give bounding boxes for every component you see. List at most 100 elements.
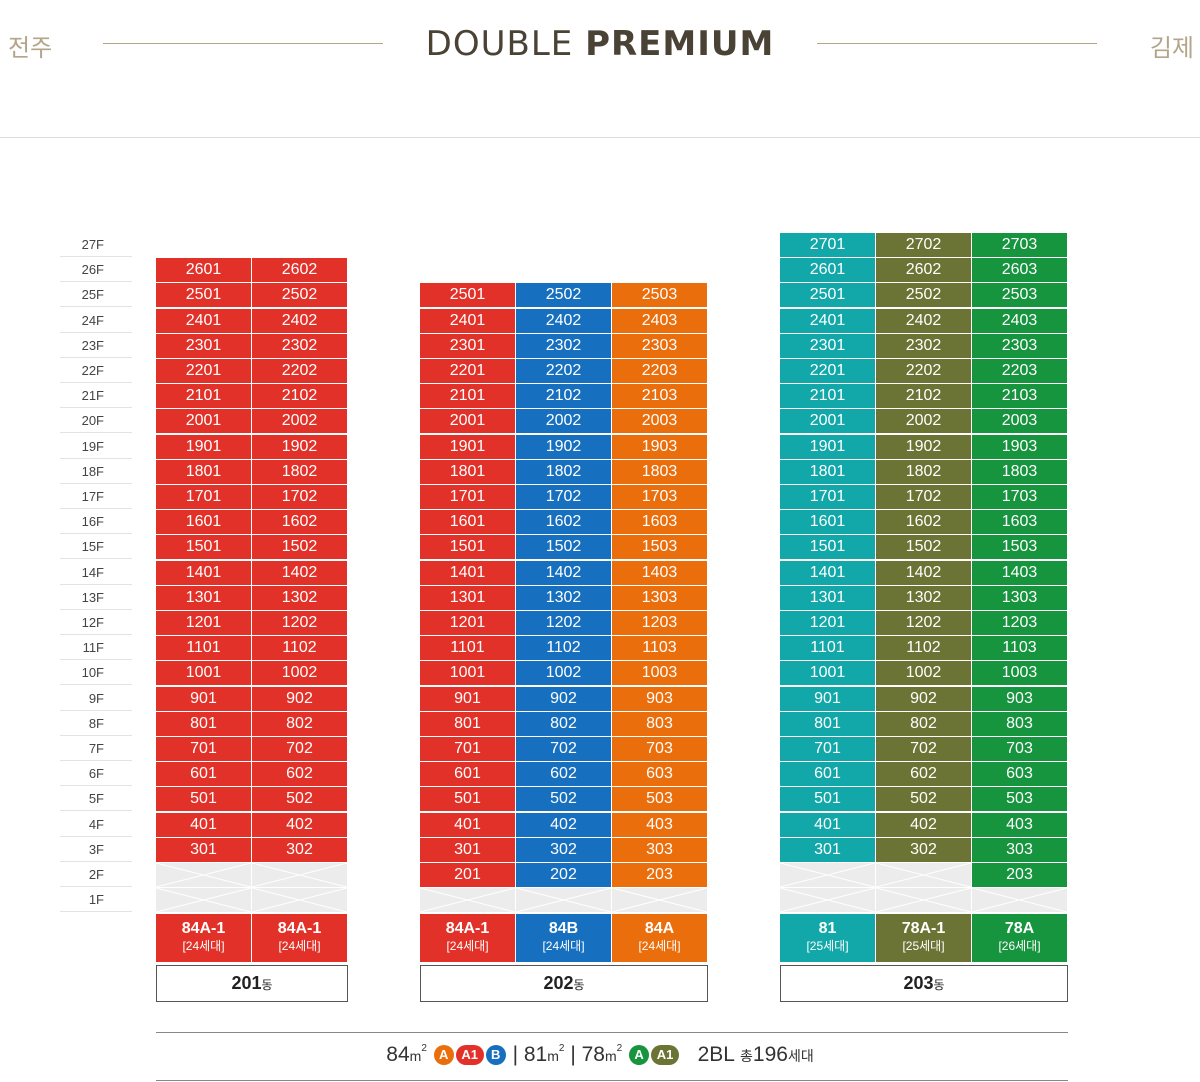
- unit-cell: 1001: [420, 661, 515, 686]
- floor-label: 21F: [60, 383, 132, 409]
- building-label: 201동: [156, 965, 348, 1002]
- unit-cell: 1501: [156, 535, 251, 560]
- unit-type-count: [24세대]: [278, 939, 321, 953]
- unit-cell: 1601: [420, 510, 515, 535]
- unit-cell: 2101: [420, 384, 515, 409]
- unit-cell: 2102: [876, 384, 971, 409]
- legend-84-unit: m: [409, 1048, 422, 1064]
- unit-cell: 502: [876, 787, 971, 812]
- unit-cell: 2103: [612, 384, 707, 409]
- unit-cell: 1203: [972, 611, 1067, 635]
- unit-cell: 901: [420, 686, 515, 711]
- unit-type-label: 84A-1 [24세대]: [252, 914, 347, 962]
- unit-cell: 1702: [516, 485, 611, 509]
- empty-floor-cell: [156, 888, 251, 913]
- type-badge: B: [485, 1045, 506, 1066]
- unit-cell: 503: [612, 787, 707, 812]
- empty-floor-cell: [516, 888, 611, 913]
- floor-label: 8F: [60, 711, 132, 736]
- unit-cell: 1103: [972, 636, 1067, 661]
- floor-label: 14F: [60, 560, 132, 585]
- unit-cell: 2303: [972, 333, 1067, 358]
- unit-type-count: [25세대]: [806, 939, 849, 953]
- unit-cell: 2201: [156, 359, 251, 383]
- unit-cell: 702: [876, 737, 971, 761]
- unit-cell: 1201: [780, 611, 875, 635]
- building-label: 203동: [780, 965, 1068, 1002]
- unit-cell: 402: [516, 812, 611, 837]
- legend-84-size: 84: [386, 1043, 410, 1066]
- unit-cell: 2502: [516, 283, 611, 308]
- unit-cell: 602: [516, 762, 611, 787]
- unit-cell: 1001: [156, 661, 251, 686]
- building-number: 203: [903, 973, 934, 993]
- unit-cell: 1901: [156, 434, 251, 459]
- unit-cell: 2001: [780, 409, 875, 434]
- size-legend: 84m2 A A1 B | 81m2 | 78m2 A A1 2BL 총196세대: [0, 1043, 1200, 1067]
- floor-label: 2F: [60, 862, 132, 887]
- unit-type-name: 78A-1: [901, 920, 946, 937]
- floor-label: 15F: [60, 534, 132, 560]
- empty-floor-cell: [780, 888, 875, 913]
- unit-type-label: 84B [24세대]: [516, 914, 611, 962]
- unit-cell: 601: [780, 762, 875, 787]
- unit-cell: 2601: [156, 258, 251, 283]
- floor-label: 23F: [60, 333, 132, 358]
- legend-81-size: 81: [523, 1043, 548, 1066]
- unit-type-name: 81: [818, 920, 837, 937]
- unit-cell: 1401: [420, 560, 515, 585]
- floor-label: 1F: [60, 887, 132, 913]
- unit-cell: 2203: [612, 359, 707, 383]
- unit-cell: 1103: [612, 636, 707, 661]
- unit-cell: 2702: [876, 233, 971, 257]
- unit-cell: 1102: [876, 636, 971, 661]
- unit-cell: 1902: [252, 434, 347, 459]
- type-badge: A: [629, 1045, 650, 1066]
- unit-cell: 1201: [420, 611, 515, 635]
- unit-cell: 203: [612, 863, 707, 887]
- unit-cell: 1403: [612, 560, 707, 585]
- unit-cell: 702: [516, 737, 611, 761]
- unit-cell: 1602: [876, 510, 971, 535]
- unit-cell: 1803: [972, 459, 1067, 484]
- unit-cell: 1501: [780, 535, 875, 560]
- unit-cell: 302: [516, 837, 611, 862]
- legend-block: 2BL: [697, 1043, 735, 1066]
- unit-cell: 1702: [252, 485, 347, 509]
- unit-cell: 703: [972, 737, 1067, 761]
- unit-cell: 2201: [780, 359, 875, 383]
- unit-cell: 2101: [780, 384, 875, 409]
- unit-cell: 1401: [780, 560, 875, 585]
- unit-cell: 201: [420, 863, 515, 887]
- legend-total-prefix: 총: [740, 1048, 753, 1064]
- floor-label: 13F: [60, 585, 132, 610]
- unit-cell: 2301: [420, 333, 515, 358]
- floor-label: 12F: [60, 610, 132, 635]
- unit-cell: 603: [972, 762, 1067, 787]
- unit-cell: 503: [972, 787, 1067, 812]
- unit-cell: 2503: [972, 283, 1067, 308]
- unit-cell: 401: [156, 812, 251, 837]
- unit-type-name: 84A-1: [277, 920, 322, 937]
- floor-label: 26F: [60, 257, 132, 283]
- unit-cell: 2602: [876, 258, 971, 283]
- unit-cell: 403: [612, 812, 707, 837]
- unit-cell: 2401: [420, 308, 515, 333]
- unit-cell: 2602: [252, 258, 347, 283]
- unit-cell: 2202: [252, 359, 347, 383]
- empty-floor-cell: [972, 888, 1067, 913]
- unit-cell: 2101: [156, 384, 251, 409]
- building-number: 202: [543, 973, 574, 993]
- unit-cell: 202: [516, 863, 611, 887]
- legend-rule-top: [156, 1032, 1068, 1033]
- unit-cell: 501: [420, 787, 515, 812]
- floor-label: 7F: [60, 736, 132, 761]
- unit-cell: 801: [156, 711, 251, 736]
- floor-label: 9F: [60, 686, 132, 711]
- floor-label: 24F: [60, 308, 132, 333]
- unit-cell: 602: [252, 762, 347, 787]
- unit-cell: 1101: [156, 636, 251, 661]
- unit-cell: 1901: [780, 434, 875, 459]
- unit-cell: 1302: [876, 585, 971, 610]
- unit-type-label: 78A [26세대]: [972, 914, 1067, 962]
